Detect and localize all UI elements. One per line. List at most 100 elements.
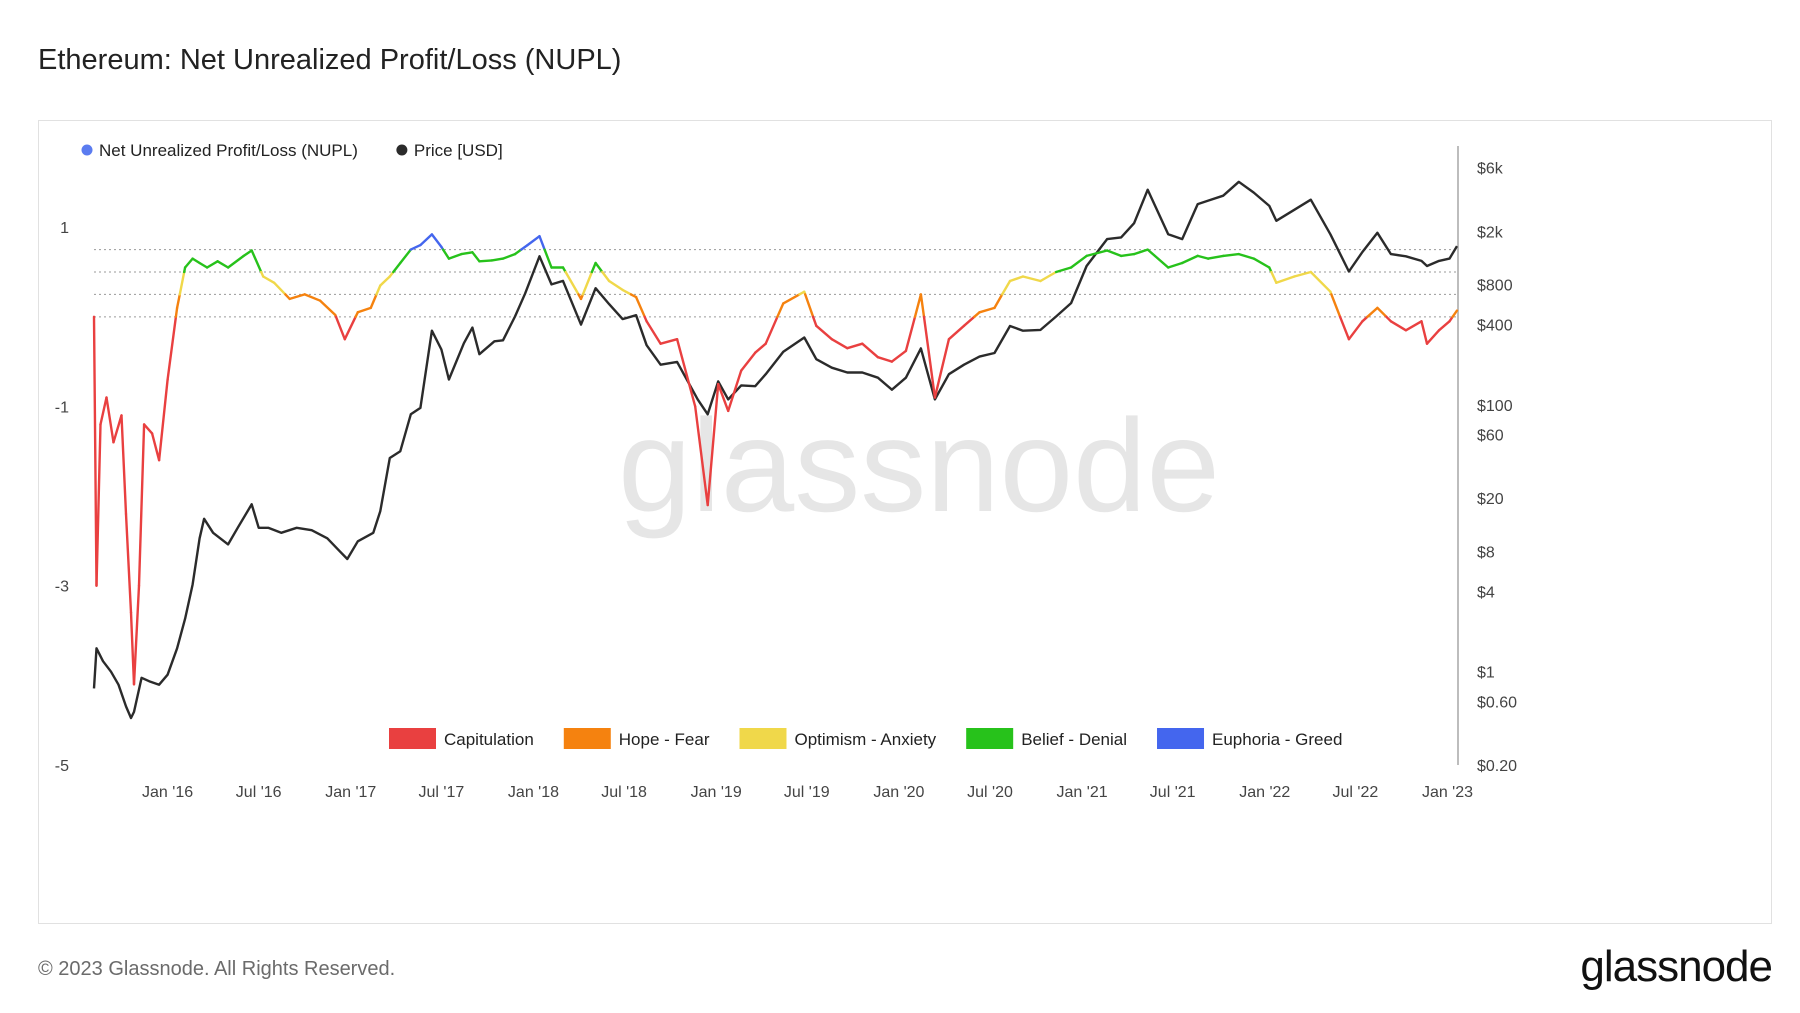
nupl-segment — [242, 249, 253, 258]
nupl-segment — [419, 233, 434, 247]
nupl-segment — [460, 251, 474, 256]
x-tick-label: Jul '18 — [601, 784, 647, 801]
right-axis: $6k $2k $800 $400 $100 $60 $20 $8 $4 $1 $0.60 $0.20 — [1477, 161, 1517, 775]
nupl-segment — [1196, 254, 1210, 260]
zone-legend-label: Hope - Fear — [619, 730, 710, 749]
nupl-segment — [478, 259, 494, 263]
nupl-segment — [272, 281, 287, 296]
left-tick-label: -3 — [55, 579, 69, 596]
zone-legend-label: Optimism - Anxiety — [794, 730, 936, 749]
x-tick-label: Jan '20 — [873, 784, 924, 801]
right-tick-label: $0.60 — [1477, 694, 1517, 711]
nupl-segment — [846, 342, 864, 350]
brand-logo: glassnode — [1580, 942, 1773, 991]
right-tick-label: $60 — [1477, 428, 1504, 445]
nupl-segment — [1166, 261, 1184, 269]
nupl-segment — [430, 233, 443, 249]
nupl-segment — [754, 342, 767, 354]
right-tick-label: $2k — [1477, 224, 1504, 241]
nupl-segment — [1085, 249, 1109, 258]
nupl-segment — [861, 342, 880, 359]
nupl-segment — [124, 512, 133, 614]
nupl-segment — [288, 293, 306, 301]
nupl-segment — [392, 261, 402, 274]
grid-lines — [94, 146, 1459, 765]
x-axis: Jan '16 Jul '16 Jan '17 Jul '17 Jan '18 Jul '… — [142, 784, 1473, 801]
nupl-segment — [1105, 249, 1123, 258]
nupl-segment — [303, 293, 322, 302]
nupl-segment — [564, 270, 580, 296]
nupl-segment — [1309, 270, 1332, 293]
nupl-segment — [132, 584, 141, 686]
nupl-segment — [95, 423, 102, 587]
nupl-segment — [876, 355, 894, 363]
x-tick-label: Jan '16 — [142, 784, 193, 801]
nupl-segment — [590, 261, 597, 274]
nupl-segment — [978, 306, 996, 314]
nupl-segment — [191, 257, 201, 265]
zone-legend-swatch — [739, 728, 787, 749]
left-axis: 1 -1 -3 -5 — [55, 220, 69, 775]
x-tick-label: Jul '16 — [236, 784, 282, 801]
zone-legend: Capitulation Hope - Fear Optimism - Anxiet… — [389, 728, 1342, 749]
nupl-segment — [675, 337, 697, 408]
x-tick-label: Jul '19 — [784, 784, 830, 801]
nupl-segment — [1437, 320, 1451, 332]
x-tick-label: Jul '20 — [967, 784, 1013, 801]
nupl-segment — [607, 279, 624, 292]
nupl-segment — [1119, 252, 1136, 258]
nupl-segment — [621, 288, 633, 296]
nupl-segment — [174, 306, 179, 319]
x-tick-label: Jan '18 — [508, 784, 559, 801]
zone-legend-swatch — [966, 728, 1014, 749]
nupl-segment — [520, 243, 529, 251]
nupl-segment — [1021, 275, 1042, 283]
nupl-segment — [1237, 252, 1256, 260]
nupl-segment — [581, 270, 594, 296]
nupl-segment — [216, 260, 230, 269]
right-tick-label: $400 — [1477, 318, 1513, 335]
legend-label: Price [USD] — [414, 141, 503, 160]
nupl-segment — [933, 337, 951, 399]
legend-label: Net Unrealized Profit/Loss (NUPL) — [99, 141, 358, 160]
nupl-segment — [142, 423, 154, 435]
nupl-series — [92, 233, 1459, 686]
nupl-segment — [962, 315, 976, 328]
right-tick-label: $0.20 — [1477, 758, 1517, 775]
nupl-segment — [804, 293, 815, 319]
nupl-segment — [815, 324, 833, 341]
left-tick-label: -1 — [55, 399, 69, 416]
nupl-segment — [634, 295, 646, 319]
nupl-segment — [137, 423, 146, 587]
x-tick-label: Jan '22 — [1239, 784, 1290, 801]
nupl-segment — [1376, 306, 1388, 319]
nupl-segment — [399, 248, 412, 265]
zone-legend-swatch — [389, 728, 436, 749]
nupl-segment — [175, 293, 182, 310]
nupl-segment — [1206, 254, 1225, 260]
right-tick-label: $1 — [1477, 665, 1495, 682]
nupl-segment — [947, 324, 966, 341]
nupl-segment — [776, 302, 785, 319]
top-legend[interactable]: Net Unrealized Profit/Loss (NUPL) Price [… — [81, 141, 503, 160]
nupl-segment — [1420, 320, 1429, 345]
legend-dot — [396, 144, 408, 156]
nupl-segment — [1039, 270, 1058, 283]
zone-legend-swatch — [1157, 728, 1205, 749]
x-tick-label: Jul '22 — [1333, 784, 1379, 801]
nupl-segment — [1338, 315, 1351, 341]
nupl-segment — [1270, 270, 1278, 285]
nupl-segment — [543, 248, 553, 269]
nupl-segment — [198, 261, 209, 269]
nupl-segment — [645, 320, 662, 345]
nupl-segment — [1008, 275, 1025, 283]
right-tick-label: $20 — [1477, 491, 1504, 508]
chart-panel: glassnode 1 -1 -3 -5 $6k $2k $800 $400 $100 $60 $… — [38, 120, 1772, 924]
nupl-chart: glassnode 1-1-3-5 $6k$2k$800$400$100$60$… — [55, 141, 1517, 801]
nupl-segment — [105, 396, 115, 444]
nupl-segment — [334, 315, 346, 341]
nupl-segment — [490, 257, 505, 262]
right-tick-label: $100 — [1477, 398, 1513, 415]
nupl-segment — [447, 252, 463, 260]
right-tick-label: $4 — [1477, 584, 1495, 601]
